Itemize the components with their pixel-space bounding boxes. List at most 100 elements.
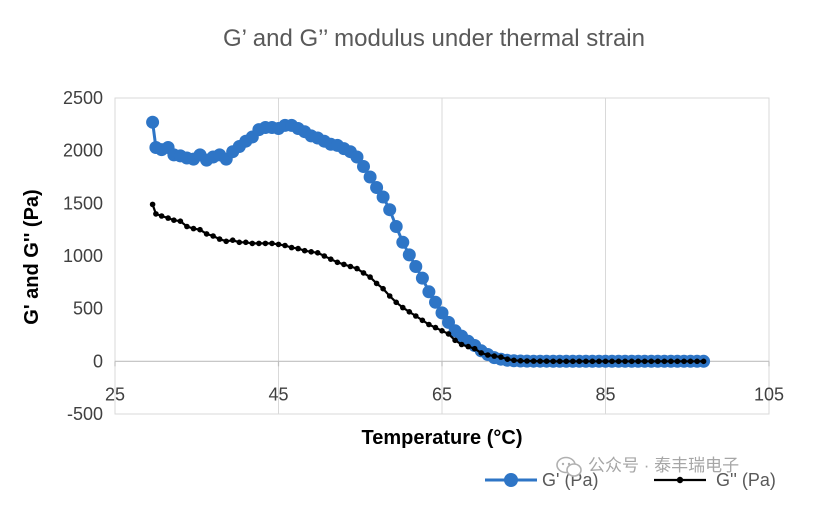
data-point (328, 256, 334, 263)
data-point (203, 231, 210, 237)
series-g-double-prime (149, 201, 707, 365)
legend-item-g-double-prime: G'' (Pa) (654, 470, 776, 490)
data-point (350, 150, 364, 164)
data-point (452, 337, 458, 344)
legend-item-g-prime: G' (Pa) (485, 470, 598, 490)
data-point (609, 358, 615, 365)
y-tick-label: -500 (67, 404, 103, 424)
data-point (511, 357, 517, 364)
y-tick-label: 1500 (63, 193, 103, 213)
data-point (409, 260, 423, 273)
data-point (413, 313, 419, 319)
data-point (655, 358, 661, 365)
data-point (177, 218, 184, 224)
y-axis-title: G' and G'' (Pa) (21, 189, 43, 324)
data-point (491, 353, 498, 359)
legend-marker (676, 476, 684, 484)
data-point (308, 249, 315, 255)
data-point (386, 293, 393, 299)
data-point (149, 201, 156, 208)
data-point (635, 358, 641, 365)
data-point (363, 170, 377, 184)
data-point (393, 299, 400, 306)
data-point (354, 265, 360, 272)
data-point (435, 306, 449, 320)
data-point (389, 220, 403, 233)
data-point (543, 358, 550, 365)
data-point (184, 223, 190, 230)
data-point (341, 261, 347, 268)
data-point (668, 358, 674, 365)
data-point (158, 213, 165, 219)
data-point (615, 358, 622, 365)
data-point (426, 321, 432, 328)
y-tick-label: 0 (93, 351, 103, 371)
data-point (146, 115, 160, 129)
data-point (400, 304, 406, 311)
wechat-icon (556, 456, 582, 477)
data-point (641, 358, 648, 365)
data-point (661, 358, 668, 365)
data-point (465, 343, 472, 350)
legend: G' (Pa) G'' (Pa) (485, 470, 776, 490)
data-point (498, 354, 504, 360)
data-point (236, 239, 243, 246)
data-point (383, 203, 397, 217)
data-point (563, 358, 570, 365)
data-point (517, 358, 524, 364)
data-point (550, 358, 556, 365)
data-point (422, 285, 436, 299)
watermark-text: 公众号 · 泰丰瑞电子 (588, 456, 739, 475)
data-point (197, 226, 203, 233)
data-point (694, 358, 700, 365)
x-tick-label: 45 (268, 384, 288, 404)
legend-marker (504, 473, 518, 487)
data-point (445, 331, 452, 337)
x-tick-label: 25 (105, 384, 125, 404)
x-tick-label: 85 (595, 384, 615, 404)
data-point (478, 350, 485, 356)
y-tick-label: 2500 (63, 88, 103, 108)
data-point (576, 358, 583, 365)
data-point (583, 358, 589, 365)
data-point (537, 358, 543, 365)
data-point (504, 356, 511, 363)
data-point (524, 358, 530, 364)
data-point (570, 358, 576, 365)
data-point (406, 309, 413, 315)
data-point (380, 285, 386, 292)
data-point (602, 358, 609, 365)
data-point (262, 240, 269, 247)
data-point (190, 225, 197, 232)
data-point (223, 238, 229, 245)
data-point (295, 245, 301, 252)
data-point (165, 215, 171, 221)
data-point (681, 358, 687, 365)
data-point (153, 211, 159, 217)
data-point (556, 358, 563, 365)
data-point (648, 358, 655, 365)
data-point (471, 345, 478, 352)
data-point (314, 250, 321, 256)
data-point (210, 233, 216, 239)
x-axis-title: Temperature (°C) (362, 427, 523, 449)
data-point (321, 253, 328, 259)
data-point (589, 358, 596, 365)
tick-layer: 25 45 65 85 105 -500 0 500 1000 1500 2000 2500 (63, 88, 784, 424)
data-point (367, 274, 373, 280)
data-point (171, 217, 177, 223)
legend-label: G' (Pa) (542, 470, 598, 490)
data-point (458, 341, 465, 348)
data-point (376, 190, 390, 204)
data-point (275, 241, 282, 248)
data-point (216, 236, 223, 242)
data-point (674, 358, 681, 365)
data-point (596, 358, 602, 365)
x-tick-label: 105 (754, 384, 784, 404)
data-point (415, 271, 429, 285)
data-point (432, 324, 439, 331)
series-layer (146, 115, 711, 368)
data-point (530, 358, 537, 364)
